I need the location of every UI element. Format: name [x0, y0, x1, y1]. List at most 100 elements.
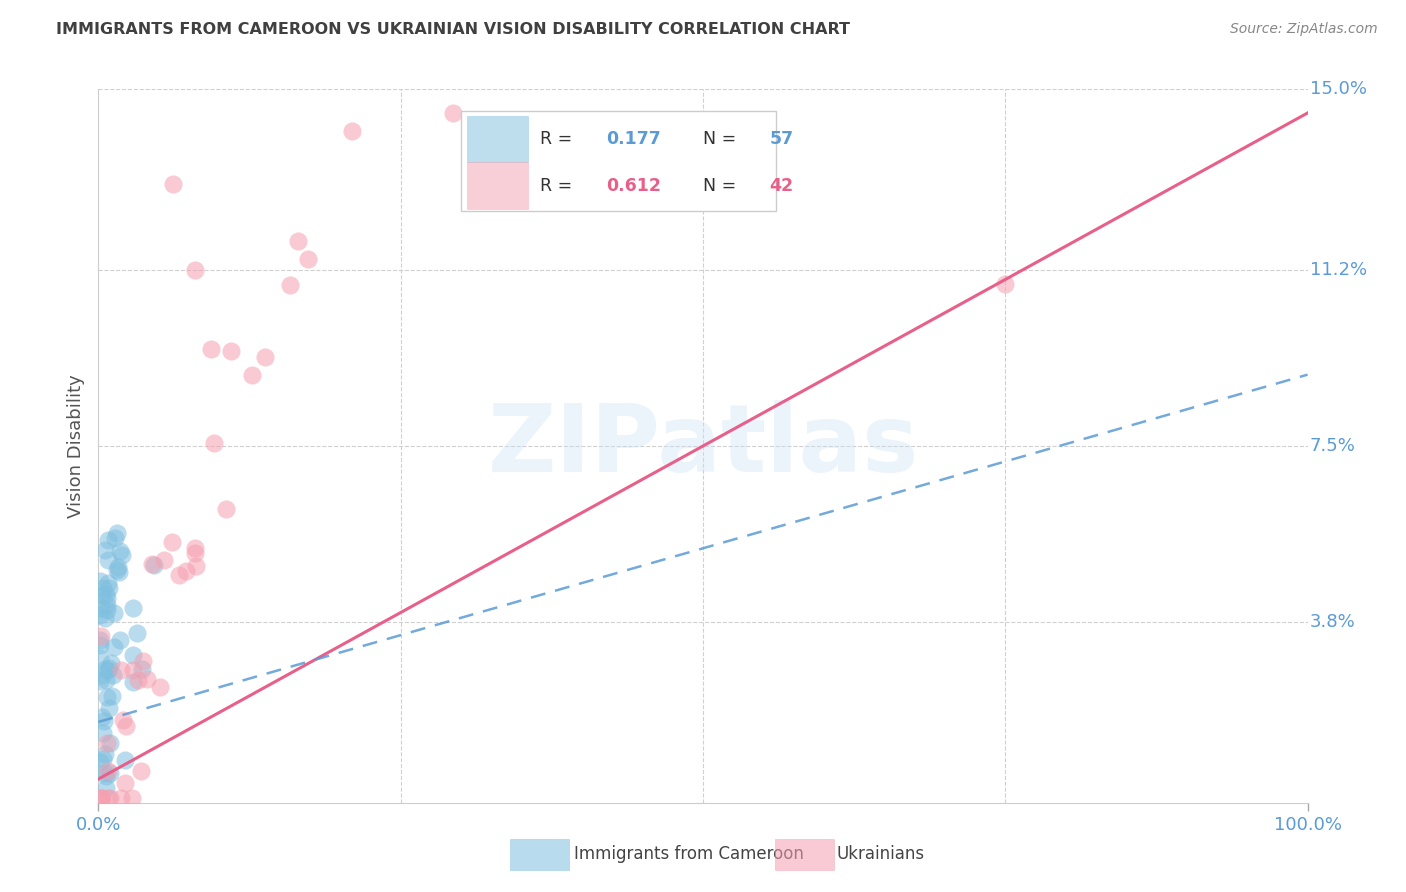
Point [97, 533, 120, 547]
Point [280, 277, 302, 292]
Point [97, 663, 120, 677]
Point [200, 343, 222, 357]
Point [121, 791, 143, 805]
Text: 0.177: 0.177 [606, 130, 661, 148]
Point [96, 769, 118, 783]
Point [103, 640, 125, 654]
Point [89, 638, 111, 652]
Point [90, 668, 112, 682]
Point [107, 566, 129, 580]
Text: 0.612: 0.612 [606, 177, 661, 194]
Point [103, 606, 125, 620]
Text: 3.8%: 3.8% [1310, 613, 1355, 631]
Point [174, 564, 197, 578]
Point [96, 591, 118, 606]
Point [96, 598, 118, 612]
Point [112, 713, 135, 727]
Point [98, 791, 121, 805]
Point [96, 735, 118, 749]
Point [110, 663, 132, 677]
Point [111, 549, 134, 563]
Point [90, 629, 112, 643]
Point [184, 558, 207, 573]
Point [127, 673, 149, 687]
Text: 57: 57 [769, 130, 793, 148]
Text: N =: N = [703, 177, 742, 194]
Point [94, 542, 117, 557]
Point [91, 726, 114, 740]
Point [90, 601, 112, 615]
Text: R =: R = [540, 130, 578, 148]
Point [110, 633, 132, 648]
FancyBboxPatch shape [467, 162, 527, 209]
Text: R =: R = [540, 177, 578, 194]
Text: Source: ZipAtlas.com: Source: ZipAtlas.com [1230, 22, 1378, 37]
Point [114, 719, 136, 733]
Point [97, 701, 120, 715]
Text: 11.2%: 11.2% [1310, 261, 1367, 279]
Point [122, 648, 145, 662]
Point [254, 350, 277, 364]
Point [98, 581, 121, 595]
Point [91, 582, 114, 596]
Point [105, 526, 128, 541]
Point [342, 124, 364, 138]
Point [94, 610, 117, 624]
Point [136, 672, 159, 686]
Point [114, 753, 136, 767]
Point [141, 557, 163, 571]
Point [98, 736, 121, 750]
Point [90, 791, 112, 805]
Point [90, 791, 112, 805]
Point [202, 436, 225, 450]
Point [93, 747, 115, 761]
Point [93, 752, 115, 766]
Point [98, 661, 121, 675]
Point [89, 673, 111, 688]
Point [89, 574, 111, 588]
Point [121, 601, 143, 615]
Point [221, 343, 243, 358]
Point [162, 535, 184, 549]
Point [105, 563, 128, 577]
Point [97, 575, 120, 590]
Text: ZIPatlas: ZIPatlas [488, 400, 918, 492]
Point [215, 502, 238, 516]
Point [91, 710, 114, 724]
Text: Ukrainians: Ukrainians [837, 845, 925, 863]
Point [89, 650, 111, 665]
Point [149, 681, 172, 695]
Point [100, 656, 122, 670]
Text: N =: N = [703, 130, 742, 148]
Text: IMMIGRANTS FROM CAMEROON VS UKRAINIAN VISION DISABILITY CORRELATION CHART: IMMIGRANTS FROM CAMEROON VS UKRAINIAN VI… [56, 22, 851, 37]
Point [142, 558, 165, 572]
Point [441, 106, 464, 120]
Point [162, 178, 184, 192]
Point [183, 546, 205, 560]
Point [89, 755, 111, 769]
Point [96, 587, 118, 601]
Point [184, 541, 207, 556]
Point [96, 603, 118, 617]
Point [107, 559, 129, 574]
Text: 42: 42 [769, 177, 793, 194]
Text: 7.5%: 7.5% [1310, 437, 1355, 455]
Point [90, 588, 112, 602]
Point [97, 791, 120, 805]
Point [93, 714, 115, 729]
Point [297, 252, 319, 266]
Point [184, 263, 207, 277]
FancyBboxPatch shape [461, 111, 776, 211]
Point [240, 368, 263, 382]
Point [96, 780, 118, 795]
Point [97, 553, 120, 567]
Point [96, 690, 118, 704]
Point [104, 531, 127, 545]
Point [110, 791, 132, 805]
Point [90, 791, 112, 805]
Point [101, 668, 124, 682]
Point [108, 544, 131, 558]
Point [167, 567, 190, 582]
Text: Immigrants from Cameroon: Immigrants from Cameroon [574, 845, 803, 863]
Point [287, 234, 309, 248]
